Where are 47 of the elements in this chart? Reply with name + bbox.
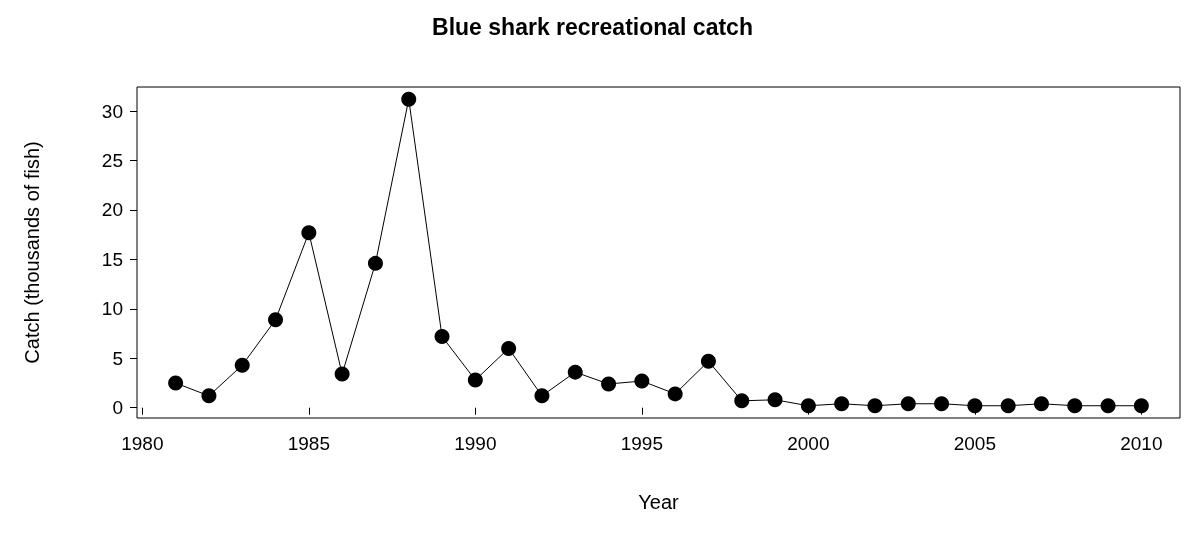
point (967, 398, 983, 414)
point (767, 392, 783, 408)
point (700, 353, 716, 369)
point (634, 373, 650, 389)
y-tick-label: 10 (101, 298, 123, 320)
point (1067, 398, 1083, 414)
x-axis-title: Year (638, 491, 680, 513)
point (201, 388, 217, 404)
x-tick-label: 1995 (620, 433, 663, 454)
point (734, 393, 750, 409)
point (301, 225, 317, 241)
chart-title: Blue shark recreational catch (432, 13, 753, 40)
point (467, 372, 483, 388)
point (567, 364, 583, 380)
point (501, 340, 517, 356)
point (800, 398, 816, 414)
y-tick-label: 20 (101, 199, 123, 221)
y-tick-label: 25 (101, 150, 123, 172)
y-tick-label: 5 (112, 347, 123, 369)
y-tick-label: 0 (112, 397, 123, 419)
point (1033, 396, 1049, 412)
y-tick-label: 15 (101, 248, 123, 270)
point (834, 396, 850, 412)
x-tick-label: 2010 (1120, 433, 1163, 454)
point (367, 255, 383, 271)
x-tick-label: 1985 (287, 433, 330, 454)
point (667, 386, 683, 402)
y-axis-title: Catch (thousands of fish) (21, 141, 43, 364)
x-tick-label: 2005 (953, 433, 996, 454)
x-tick-label: 1980 (121, 433, 164, 454)
point (268, 312, 284, 328)
point (1133, 398, 1149, 414)
point (334, 366, 350, 382)
point (1100, 398, 1116, 414)
x-tick-label: 2000 (787, 433, 830, 454)
point (168, 375, 184, 391)
point (934, 396, 950, 412)
x-tick-label: 1990 (454, 433, 497, 454)
point (401, 91, 417, 107)
point (867, 398, 883, 414)
point (434, 329, 450, 345)
point (534, 388, 550, 404)
point (1000, 398, 1016, 414)
point (601, 376, 617, 392)
point (234, 357, 250, 373)
y-tick-label: 30 (101, 100, 123, 122)
point (900, 396, 916, 412)
